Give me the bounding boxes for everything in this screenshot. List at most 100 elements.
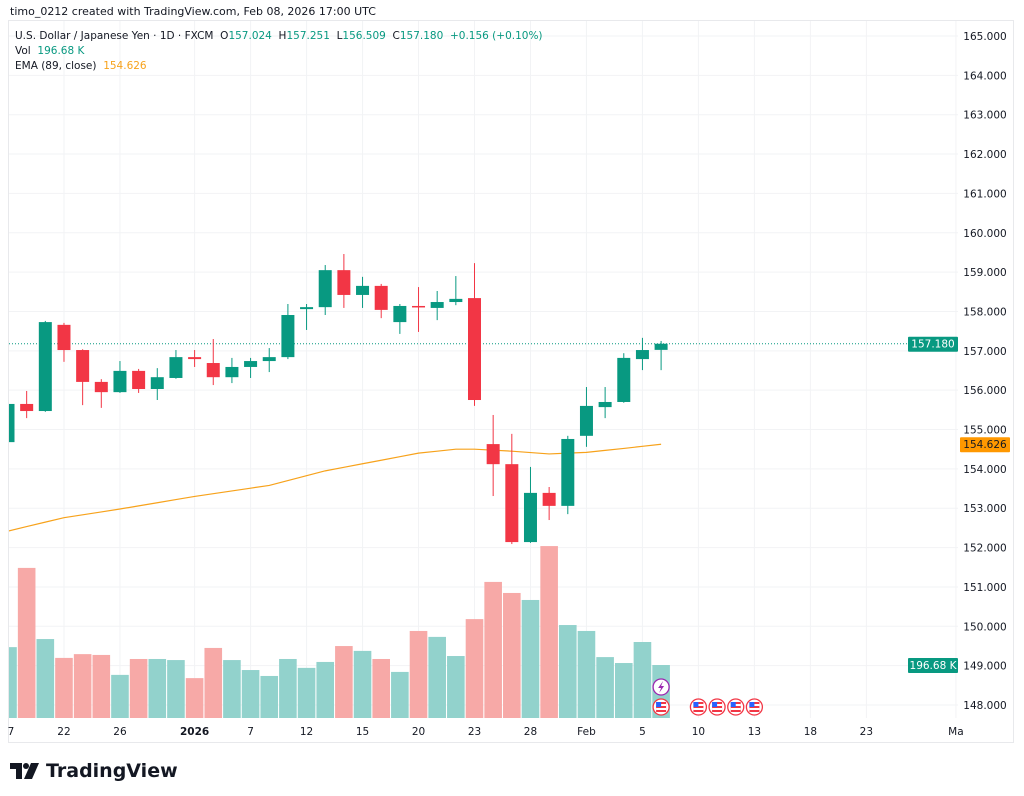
symbol-name: U.S. Dollar / Japanese Yen · 1D · FXCM	[15, 30, 214, 42]
time-axis-label: 13	[748, 726, 761, 738]
price-axis-label: 152.000	[963, 543, 1006, 555]
close-value: 157.180	[399, 30, 444, 42]
time-axis-label: 7	[8, 726, 15, 738]
price-axis-label: 156.000	[963, 385, 1006, 397]
candle-up	[9, 403, 15, 443]
candle-down	[337, 270, 351, 295]
volume-bar	[614, 663, 633, 718]
flag-stripe	[749, 708, 760, 710]
ema-label: EMA (89, close)	[15, 60, 97, 72]
lightning-icon	[658, 681, 665, 693]
volume-bar	[36, 639, 55, 718]
candle-down	[132, 370, 146, 389]
high-label: H	[278, 30, 287, 42]
candle-up	[225, 366, 239, 378]
candle-up	[300, 307, 314, 310]
volume-bar	[577, 630, 596, 718]
candle-down	[57, 324, 71, 351]
volume-bar	[111, 674, 129, 718]
candle-down	[188, 357, 202, 360]
volume-bar	[447, 656, 465, 718]
price-axis-label: 163.000	[963, 110, 1006, 122]
symbol-legend[interactable]: U.S. Dollar / Japanese Yen · 1D · FXCM O…	[15, 30, 543, 42]
volume-bar	[335, 646, 353, 718]
plot-area	[9, 21, 958, 718]
open-value: 157.024	[228, 30, 272, 42]
candle-down	[505, 464, 519, 543]
volume-bar	[185, 678, 204, 718]
candle-up	[244, 361, 258, 367]
candle-up	[281, 315, 295, 358]
candle-down	[542, 492, 556, 506]
ema-line	[9, 443, 662, 532]
candle-up	[617, 357, 631, 402]
flag-stripe	[730, 708, 741, 710]
price-axis-label: 150.000	[963, 621, 1006, 633]
volume-tag-bg	[908, 658, 958, 673]
tradingview-logo[interactable]: TradingView	[10, 760, 178, 782]
ema-price-tag-bg	[960, 437, 1010, 453]
candle-down	[374, 285, 388, 310]
volume-bar	[279, 658, 297, 718]
volume-bar	[204, 647, 223, 718]
low-value: 156.509	[342, 30, 386, 42]
candle-up	[393, 305, 407, 323]
time-axis-label: 26	[113, 726, 127, 738]
price-axis-label: 148.000	[963, 700, 1006, 712]
time-axis-label: Feb	[577, 726, 596, 738]
ema-value: 154.626	[103, 60, 147, 72]
flag-canton	[712, 702, 718, 707]
candle-down	[468, 298, 481, 401]
price-axis-label: 159.000	[963, 267, 1006, 279]
time-axis-label: 15	[356, 726, 369, 738]
tradingview-logo-icon	[10, 763, 39, 779]
candle-down	[206, 363, 220, 378]
candle-up	[318, 270, 332, 308]
tradingview-logo-text: TradingView	[46, 760, 178, 782]
volume-bar	[484, 581, 502, 718]
candle-up	[579, 405, 593, 436]
open-label: O	[220, 30, 229, 42]
price-axis-label: 161.000	[963, 188, 1006, 200]
candle-down	[486, 444, 500, 465]
flag-canton	[693, 702, 699, 707]
candle-up	[150, 377, 164, 389]
time-axis-label: 18	[804, 726, 817, 738]
candle-up	[113, 370, 127, 393]
volume-bar	[409, 630, 428, 718]
last-price-tag-bg	[908, 336, 958, 352]
high-value: 157.251	[286, 30, 330, 42]
price-axis-label: 164.000	[963, 70, 1006, 82]
candle-up	[262, 357, 276, 362]
volume-legend[interactable]: Vol 196.68 K	[15, 45, 84, 57]
flag-stripe	[693, 708, 704, 710]
chart-frame	[8, 20, 1014, 743]
candle-up	[598, 401, 612, 408]
price-axis-label: 160.000	[963, 228, 1006, 240]
volume-bar	[559, 625, 577, 718]
volume-label: Vol	[15, 45, 31, 57]
volume-bar	[129, 658, 148, 718]
ema-legend[interactable]: EMA (89, close) 154.626	[15, 60, 147, 72]
time-axis-label: 2026	[180, 726, 209, 738]
volume-bar	[17, 567, 36, 718]
volume-bar	[465, 619, 484, 718]
low-label: L	[336, 30, 343, 42]
time-axis-label: 7	[247, 726, 254, 738]
time-axis-label: 28	[524, 726, 537, 738]
candle-down	[94, 381, 108, 393]
volume-bar	[596, 657, 614, 718]
volume-value: 196.68 K	[37, 45, 85, 57]
time-axis-label: 22	[57, 726, 70, 738]
volume-bar	[540, 546, 558, 718]
volume-bar	[316, 661, 335, 718]
volume-bar	[297, 667, 316, 718]
flag-canton	[749, 702, 755, 707]
volume-bar	[372, 658, 390, 718]
price-axis-label: 151.000	[963, 582, 1006, 594]
price-axis-label: 155.000	[963, 425, 1006, 437]
chart-credit: timo_0212 created with TradingView.com, …	[10, 5, 376, 18]
candle-up	[449, 298, 463, 303]
close-label: C	[392, 30, 400, 42]
